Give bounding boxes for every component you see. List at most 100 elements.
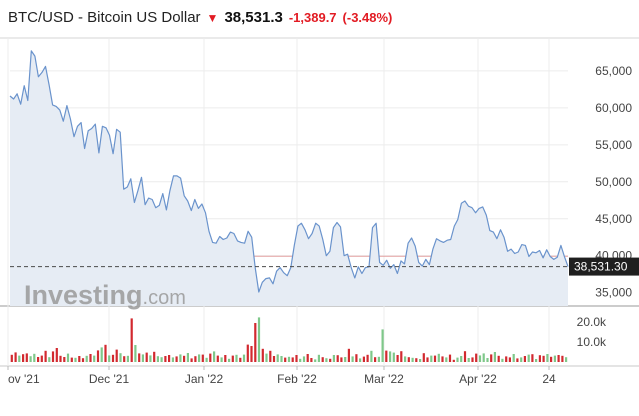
volume-bar [553,355,556,362]
volume-bar [486,358,489,362]
volume-bar [186,353,189,362]
volume-bar [198,354,201,362]
volume-bar [467,358,470,362]
volume-bar [366,354,369,362]
volume-bar [261,348,264,362]
current-price-label: 38,531.30 [574,260,628,274]
volume-bar [126,355,129,362]
volume-bar [265,353,268,362]
volume-bar [463,351,467,362]
x-tick-label: ov '21 [8,372,40,386]
volume-bar [422,353,425,362]
volume-bar [250,346,253,362]
volume-bar [355,354,358,362]
volume-bar [280,356,283,362]
volume-bar [48,357,51,362]
volume-bar [272,356,276,362]
volume-bar [527,354,530,362]
volume-bar [317,354,320,362]
volume-bar [482,353,485,362]
volume-bar [407,357,410,362]
volume-bar [149,355,152,362]
volume-bar [370,350,373,362]
volume-bar [433,355,437,362]
volume-bar [209,353,212,362]
volume-bar [295,355,298,362]
volume-bar [340,357,343,362]
volume-bar [10,354,13,362]
volume-bar [531,354,534,362]
volume-bar [220,357,223,362]
volume-bar [321,357,324,362]
volume-bar [224,355,227,362]
price-series-line [9,50,569,293]
volume-bar [59,355,62,362]
volume-bar [239,357,242,362]
volume-bar [452,359,455,362]
x-tick-label: Feb '22 [277,372,317,386]
volume-bar [344,357,347,362]
volume-bar [542,355,545,362]
volume-bar [25,353,28,362]
volume-bar [535,359,538,362]
volume-bar [145,352,148,362]
volume-bar [512,354,515,362]
x-tick-label: Dec '21 [89,372,130,386]
volume-bar [419,359,422,362]
volume-bar [123,356,126,362]
volume-bar [119,353,122,362]
volume-bar [299,358,302,362]
volume-bar [96,350,100,362]
investing-logo-suffix: .com [143,287,186,309]
volume-bar [242,354,246,362]
x-tick-label: 24 [542,372,556,386]
volume-bar [37,357,40,362]
volume-bar [374,357,377,362]
y-tick-label: 55,000 [595,138,632,152]
volume-bar [235,354,238,362]
volume-bar [168,355,171,362]
volume-bar [516,358,519,362]
instrument-title: BTC/USD - Bitcoin US Dollar [8,9,201,26]
price-change: -1,389.7 [288,10,337,25]
volume-bar [100,347,103,362]
volume-bar [325,358,328,362]
volume-bar [183,355,186,362]
volume-bar [310,358,313,362]
volume-bar [445,357,448,362]
volume-bar [538,355,541,362]
volume-bar [385,350,388,362]
volume-bar [426,357,429,362]
volume-bar [216,355,219,362]
volume-bar [404,356,407,362]
volume-bar [471,357,474,362]
volume-bar [351,356,354,362]
volume-bar [40,355,43,362]
y-tick-label: 60,000 [595,101,632,115]
volume-bar [284,357,287,362]
volume-bar [141,354,144,362]
chart-header: BTC/USD - Bitcoin US Dollar ▼ 38,531.3 -… [8,9,392,31]
volume-bar [130,318,133,362]
volume-bar [269,350,272,362]
volume-bar [138,353,141,362]
volume-bar [276,354,279,362]
volume-bar [396,355,399,362]
volume-bar [44,350,47,362]
volume-bar [89,354,92,362]
volume-bar [306,354,309,362]
volume-bar [179,354,182,362]
volume-bar [336,355,339,362]
volume-bar [228,358,231,362]
volume-bar [257,317,261,362]
last-price: 38,531.3 [224,9,283,26]
volume-bar [78,356,81,362]
volume-bar [190,358,193,362]
volume-bar [194,356,197,362]
volume-bar [523,356,526,362]
volume-bar [74,357,77,362]
volume-bar [171,357,174,362]
volume-bar [448,354,452,362]
volume-bar [51,351,55,362]
